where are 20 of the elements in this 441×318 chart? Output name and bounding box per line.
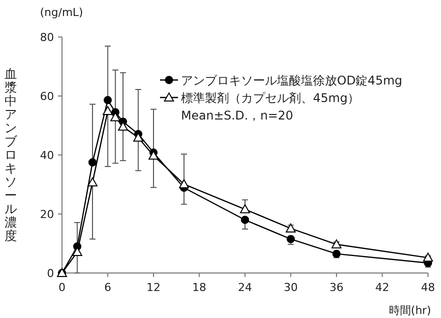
y-tick-label: 0 — [47, 267, 54, 280]
x-tick-label: 30 — [284, 281, 298, 294]
y-tick-label: 80 — [40, 31, 54, 44]
x-axis-title: 時間(hr) — [388, 304, 431, 317]
x-tick-label: 36 — [330, 281, 344, 294]
x-tick-label: 42 — [375, 281, 390, 294]
y-tick-label: 20 — [40, 208, 54, 221]
x-tick-label: 6 — [104, 281, 112, 294]
x-tick-label: 48 — [421, 281, 435, 294]
y-tick-label: 40 — [40, 149, 54, 162]
x-tick-label: 0 — [58, 281, 66, 294]
legend-label: 標準製剤（カプセル剤、45mg） — [181, 91, 360, 105]
text: (ng/mL) — [40, 6, 84, 19]
x-tick-label: 24 — [238, 281, 252, 294]
y-tick-label: 60 — [40, 90, 54, 103]
text: 血漿中アンブロキソール濃度 — [4, 66, 18, 243]
x-tick-label: 12 — [146, 281, 160, 294]
x-tick-label: 18 — [192, 281, 206, 294]
legend-label: アンブロキソール塩酸塩徐放OD錠45mg — [181, 74, 402, 88]
annotation: Mean±S.D.，n=20 — [181, 108, 294, 122]
